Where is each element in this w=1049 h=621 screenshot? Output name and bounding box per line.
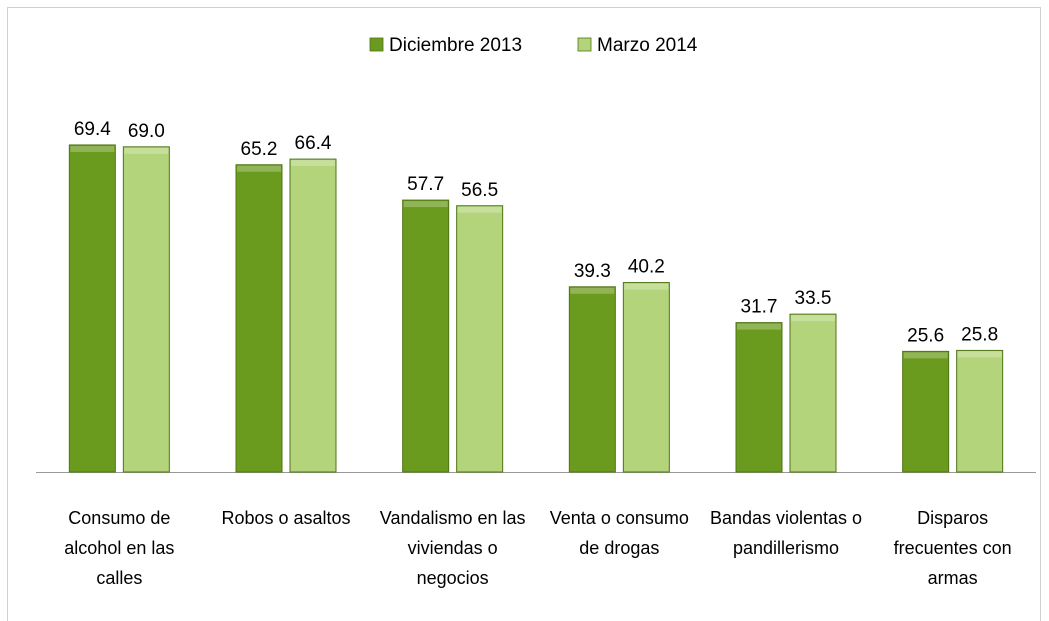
bar (402, 199, 450, 473)
frame (7, 7, 1041, 621)
bar (902, 350, 950, 473)
bar (235, 164, 283, 473)
data-label: 25.8 (961, 324, 998, 345)
bar (789, 313, 837, 473)
bar-highlight (291, 160, 335, 167)
data-label: 69.0 (128, 121, 165, 142)
bar-highlight (124, 147, 169, 154)
x-tick-label: Bandas violentas o pandillerismo (709, 508, 863, 558)
bar-highlight (791, 315, 835, 322)
legend-label: Marzo 2014 (597, 35, 698, 56)
bar-highlight (737, 323, 781, 330)
bar (289, 158, 337, 473)
data-label: 65.2 (241, 139, 278, 160)
data-label: 57.7 (407, 174, 444, 195)
bar (122, 146, 170, 473)
x-tick-label: Venta o consumo de drogas (549, 508, 689, 558)
bar (622, 282, 670, 473)
bar-highlight (624, 283, 669, 290)
data-label: 39.3 (574, 261, 611, 282)
data-label: 69.4 (74, 119, 111, 140)
bar-highlight (570, 287, 615, 294)
data-label: 31.7 (741, 297, 778, 318)
bar-highlight (957, 351, 1002, 358)
data-label: 33.5 (795, 288, 832, 309)
bar (68, 144, 116, 473)
legend-label: Diciembre 2013 (389, 35, 522, 56)
legend-swatch (577, 37, 592, 52)
data-label: 66.4 (295, 133, 332, 154)
legend-swatch (369, 37, 384, 52)
bar-highlight (70, 145, 115, 152)
data-label: 56.5 (461, 180, 498, 201)
bar (568, 286, 616, 473)
bar-highlight (903, 352, 948, 359)
data-label: 25.6 (907, 325, 944, 346)
bar (956, 349, 1004, 473)
bar-highlight (403, 201, 448, 208)
data-label: 40.2 (628, 257, 665, 278)
x-tick-label: Robos o asaltos (221, 508, 351, 528)
bar-highlight (237, 165, 281, 172)
bar (735, 322, 783, 473)
bar (456, 205, 504, 473)
bar-highlight (457, 206, 502, 213)
x-tick-label: Consumo de alcohol en las calles (64, 508, 175, 588)
x-tick-label: Vandalismo en las viviendas o negocios (379, 508, 526, 588)
x-tick-label: Disparos frecuentes con armas (893, 508, 1012, 588)
